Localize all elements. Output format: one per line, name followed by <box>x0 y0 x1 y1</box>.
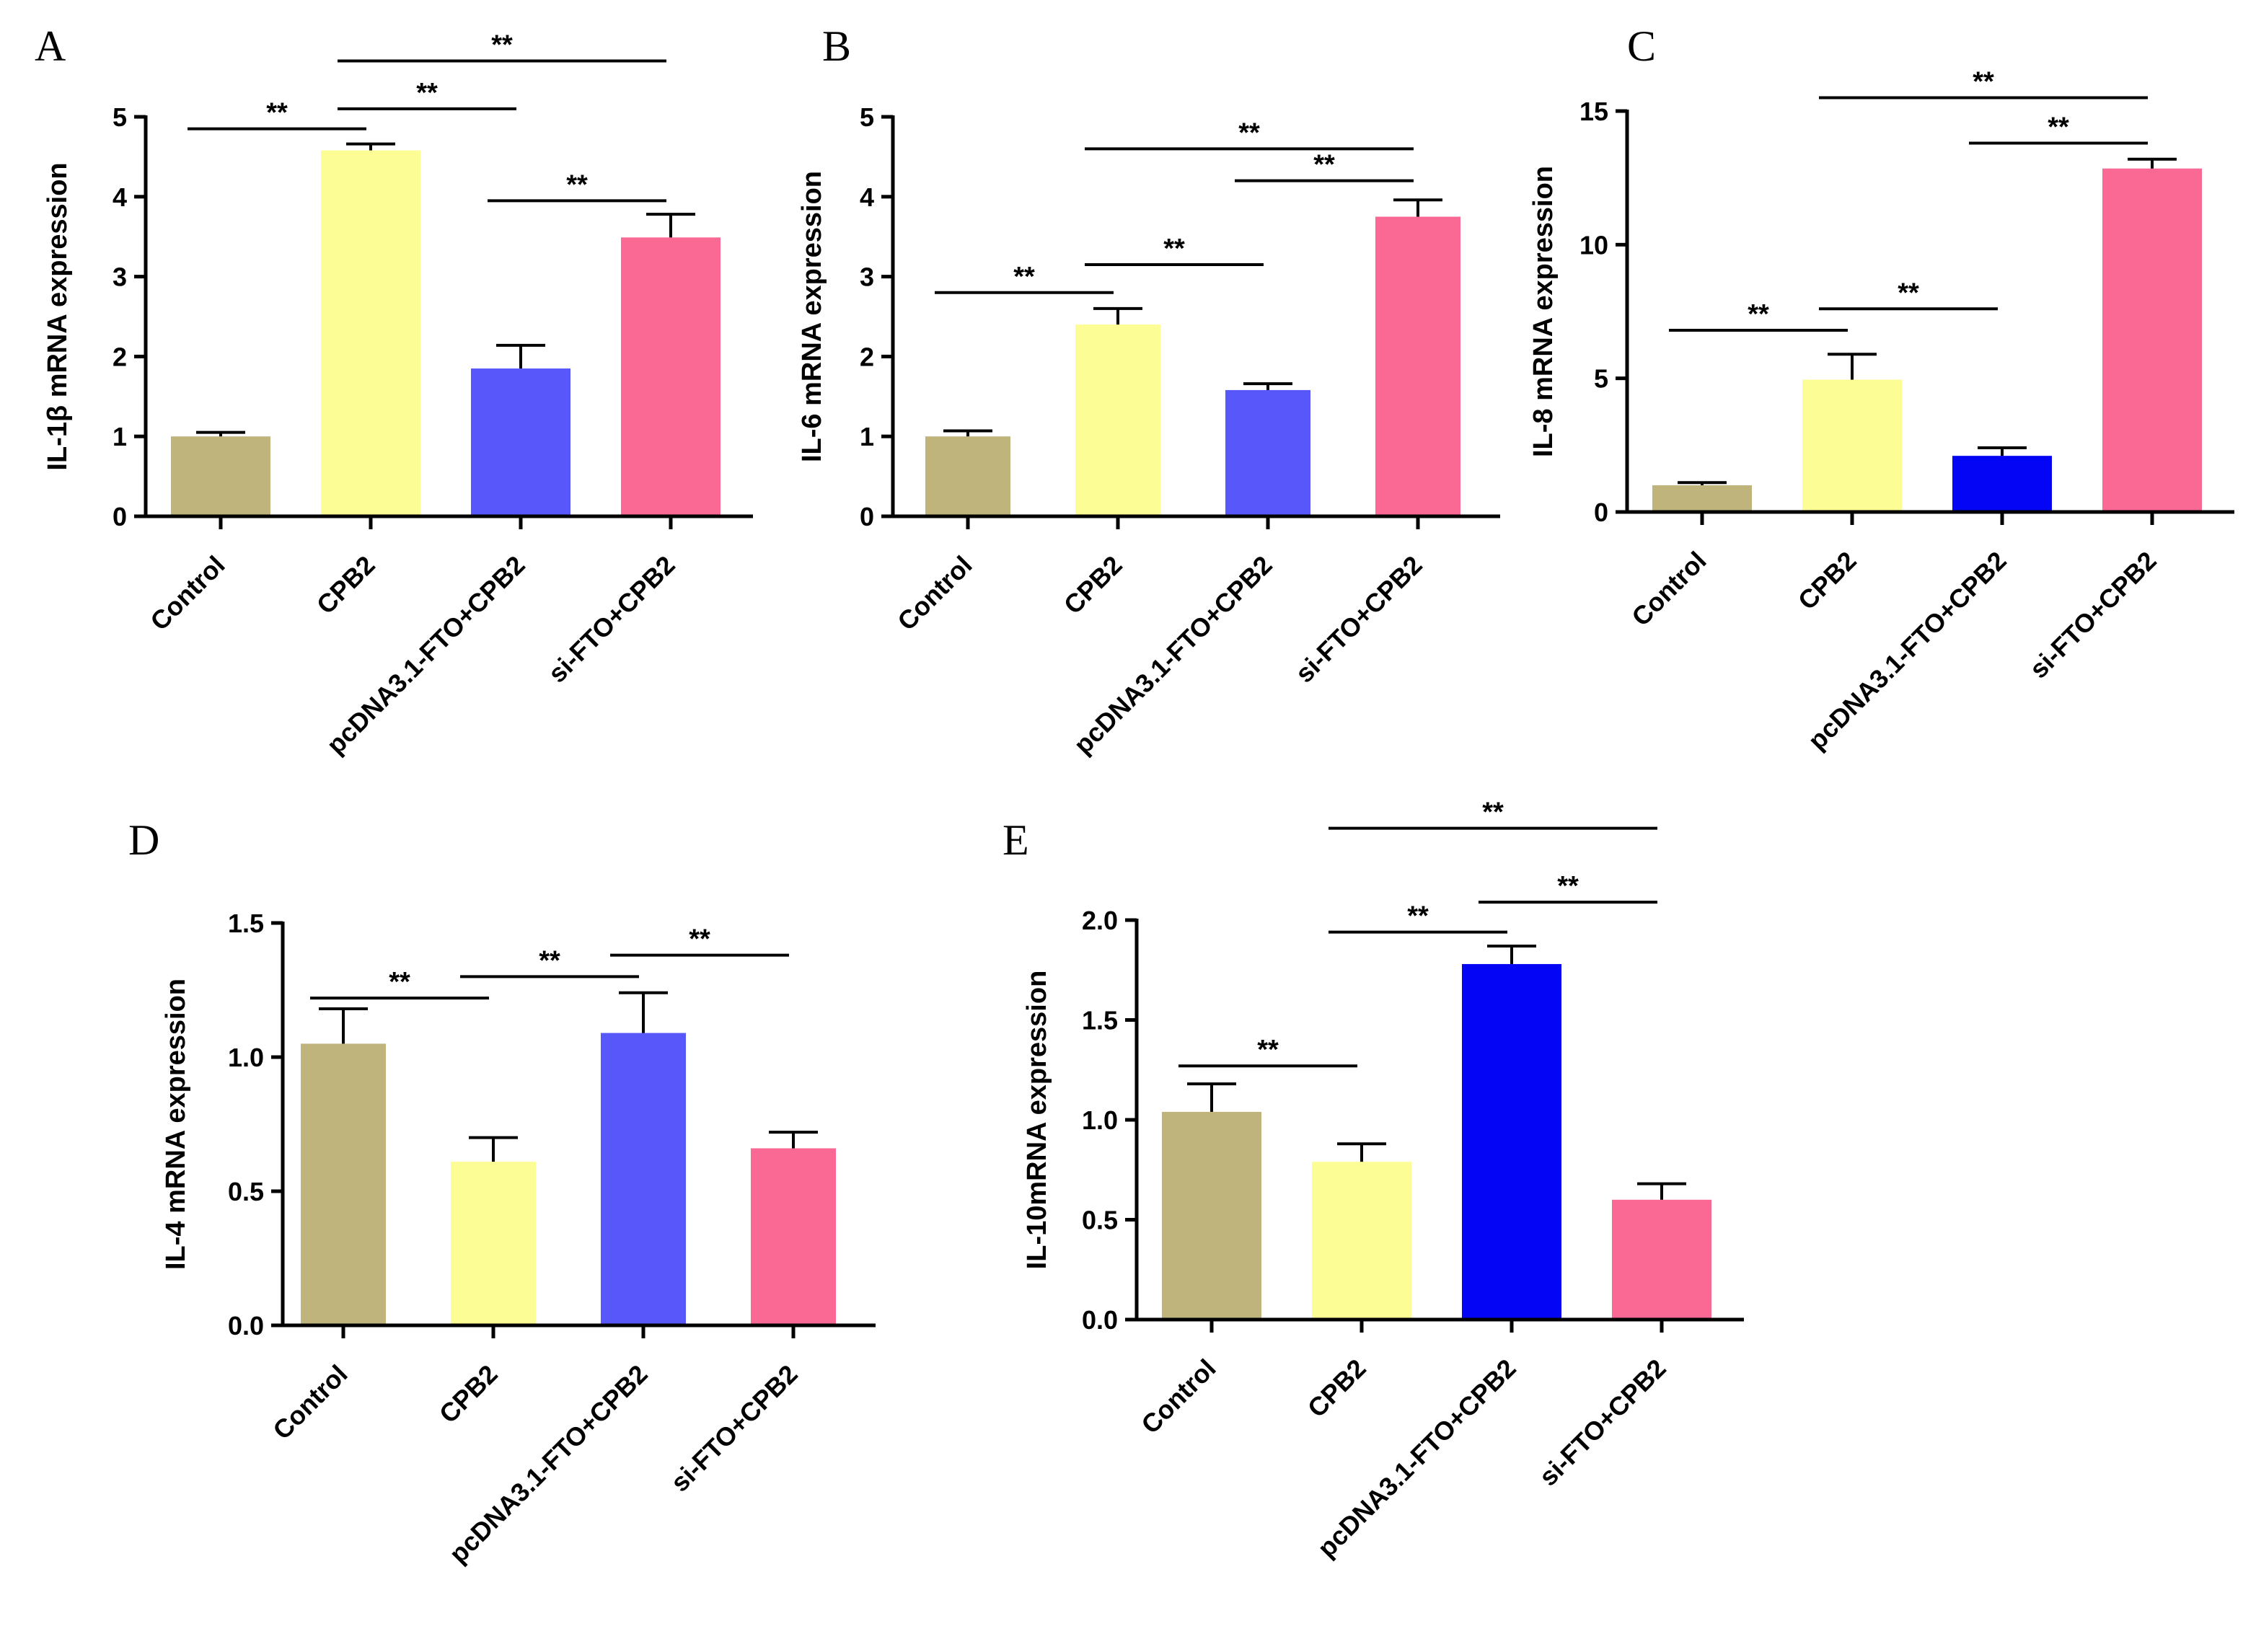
y-tick-label: 1.5 <box>1082 1006 1118 1035</box>
significance-label: ** <box>1482 798 1504 828</box>
significance-label: ** <box>689 924 710 955</box>
significance-label: ** <box>1257 1035 1279 1065</box>
significance-label: ** <box>1313 150 1335 180</box>
y-axis-label: IL-1β mRNA expression <box>43 162 73 470</box>
y-tick-label: 0.5 <box>228 1177 264 1206</box>
x-tick-label: Control <box>1135 1353 1221 1439</box>
y-tick-label: 1.0 <box>228 1043 264 1072</box>
bar <box>1375 216 1460 516</box>
bar <box>751 1148 836 1325</box>
significance-label: ** <box>389 967 410 997</box>
x-tick-label: Control <box>891 550 977 636</box>
y-tick-label: 10 <box>1579 230 1608 260</box>
x-tick-label: si-FTO+CPB2 <box>1533 1353 1672 1492</box>
x-tick-label: CPB2 <box>1792 546 1862 616</box>
significance-label: ** <box>491 30 513 60</box>
significance-label: ** <box>1748 299 1769 330</box>
bar <box>1802 379 1902 512</box>
bar <box>621 237 721 516</box>
y-tick-label: 2 <box>113 342 127 371</box>
y-tick-label: 4 <box>860 182 874 212</box>
bar <box>301 1043 386 1325</box>
y-tick-label: 0 <box>1594 498 1608 527</box>
y-axis-label: IL-10mRNA expression <box>1022 971 1052 1270</box>
x-tick-label: CPB2 <box>1058 550 1128 620</box>
significance-label: ** <box>1557 871 1579 901</box>
y-tick-label: 4 <box>113 182 127 212</box>
y-tick-label: 3 <box>860 262 874 292</box>
y-tick-label: 3 <box>113 262 127 292</box>
bar <box>321 150 420 516</box>
bar <box>1462 963 1561 1320</box>
panel-letter: A <box>35 22 66 70</box>
y-tick-label: 0 <box>113 502 127 531</box>
y-tick-label: 2 <box>860 342 874 371</box>
bar <box>471 368 570 516</box>
y-tick-label: 1.5 <box>228 909 264 938</box>
bar <box>925 436 1010 516</box>
x-tick-label: Control <box>144 550 230 636</box>
panel-letter: C <box>1627 22 1656 70</box>
y-tick-label: 5 <box>860 102 874 132</box>
y-tick-label: 0.0 <box>1082 1305 1118 1335</box>
x-tick-label: Control <box>1626 546 1711 632</box>
panel-letter: B <box>822 22 851 70</box>
significance-label: ** <box>1238 118 1260 148</box>
significance-label: ** <box>1973 66 1994 97</box>
significance-label: ** <box>266 98 288 128</box>
y-tick-label: 1 <box>113 422 127 451</box>
bar <box>1952 456 2052 512</box>
y-tick-label: 0 <box>860 502 874 531</box>
y-tick-label: 2.0 <box>1082 906 1118 935</box>
panel-letter: E <box>1003 816 1029 864</box>
y-tick-label: 1 <box>860 422 874 451</box>
bar <box>1612 1199 1711 1320</box>
x-tick-label: si-FTO+CPB2 <box>665 1359 803 1498</box>
bar <box>1075 324 1160 516</box>
significance-label: ** <box>539 945 560 976</box>
x-tick-label: si-FTO+CPB2 <box>2024 546 2162 684</box>
panel-letter: D <box>128 816 159 864</box>
y-axis-label: IL-6 mRNA expression <box>797 171 827 462</box>
x-tick-label: Control <box>267 1359 353 1445</box>
x-tick-label: CPB2 <box>1302 1353 1372 1423</box>
x-tick-label: si-FTO+CPB2 <box>1290 550 1428 689</box>
y-axis-label: IL-4 mRNA expression <box>161 979 191 1270</box>
significance-label: ** <box>416 78 438 108</box>
bar <box>451 1162 536 1325</box>
bar <box>1312 1162 1411 1320</box>
bar <box>1652 485 1752 512</box>
y-tick-label: 15 <box>1579 97 1608 126</box>
y-tick-label: 1.0 <box>1082 1105 1118 1135</box>
x-tick-label: si-FTO+CPB2 <box>542 550 681 689</box>
significance-label: ** <box>1407 901 1429 932</box>
bar <box>1162 1111 1261 1320</box>
y-tick-label: 0.0 <box>228 1311 264 1340</box>
significance-label: ** <box>1163 234 1185 264</box>
bar <box>171 436 270 516</box>
bar <box>2102 168 2202 512</box>
x-tick-label: CPB2 <box>433 1359 503 1429</box>
y-tick-label: 0.5 <box>1082 1206 1118 1235</box>
y-tick-label: 5 <box>1594 364 1608 394</box>
x-tick-label: CPB2 <box>311 550 381 620</box>
significance-label: ** <box>2048 112 2069 142</box>
y-tick-label: 5 <box>113 102 127 132</box>
bar <box>1225 389 1310 516</box>
y-axis-label: IL-8 mRNA expression <box>1528 166 1559 457</box>
significance-label: ** <box>566 169 588 200</box>
significance-label: ** <box>1013 262 1035 292</box>
bar <box>601 1033 686 1325</box>
significance-label: ** <box>1898 278 1919 308</box>
